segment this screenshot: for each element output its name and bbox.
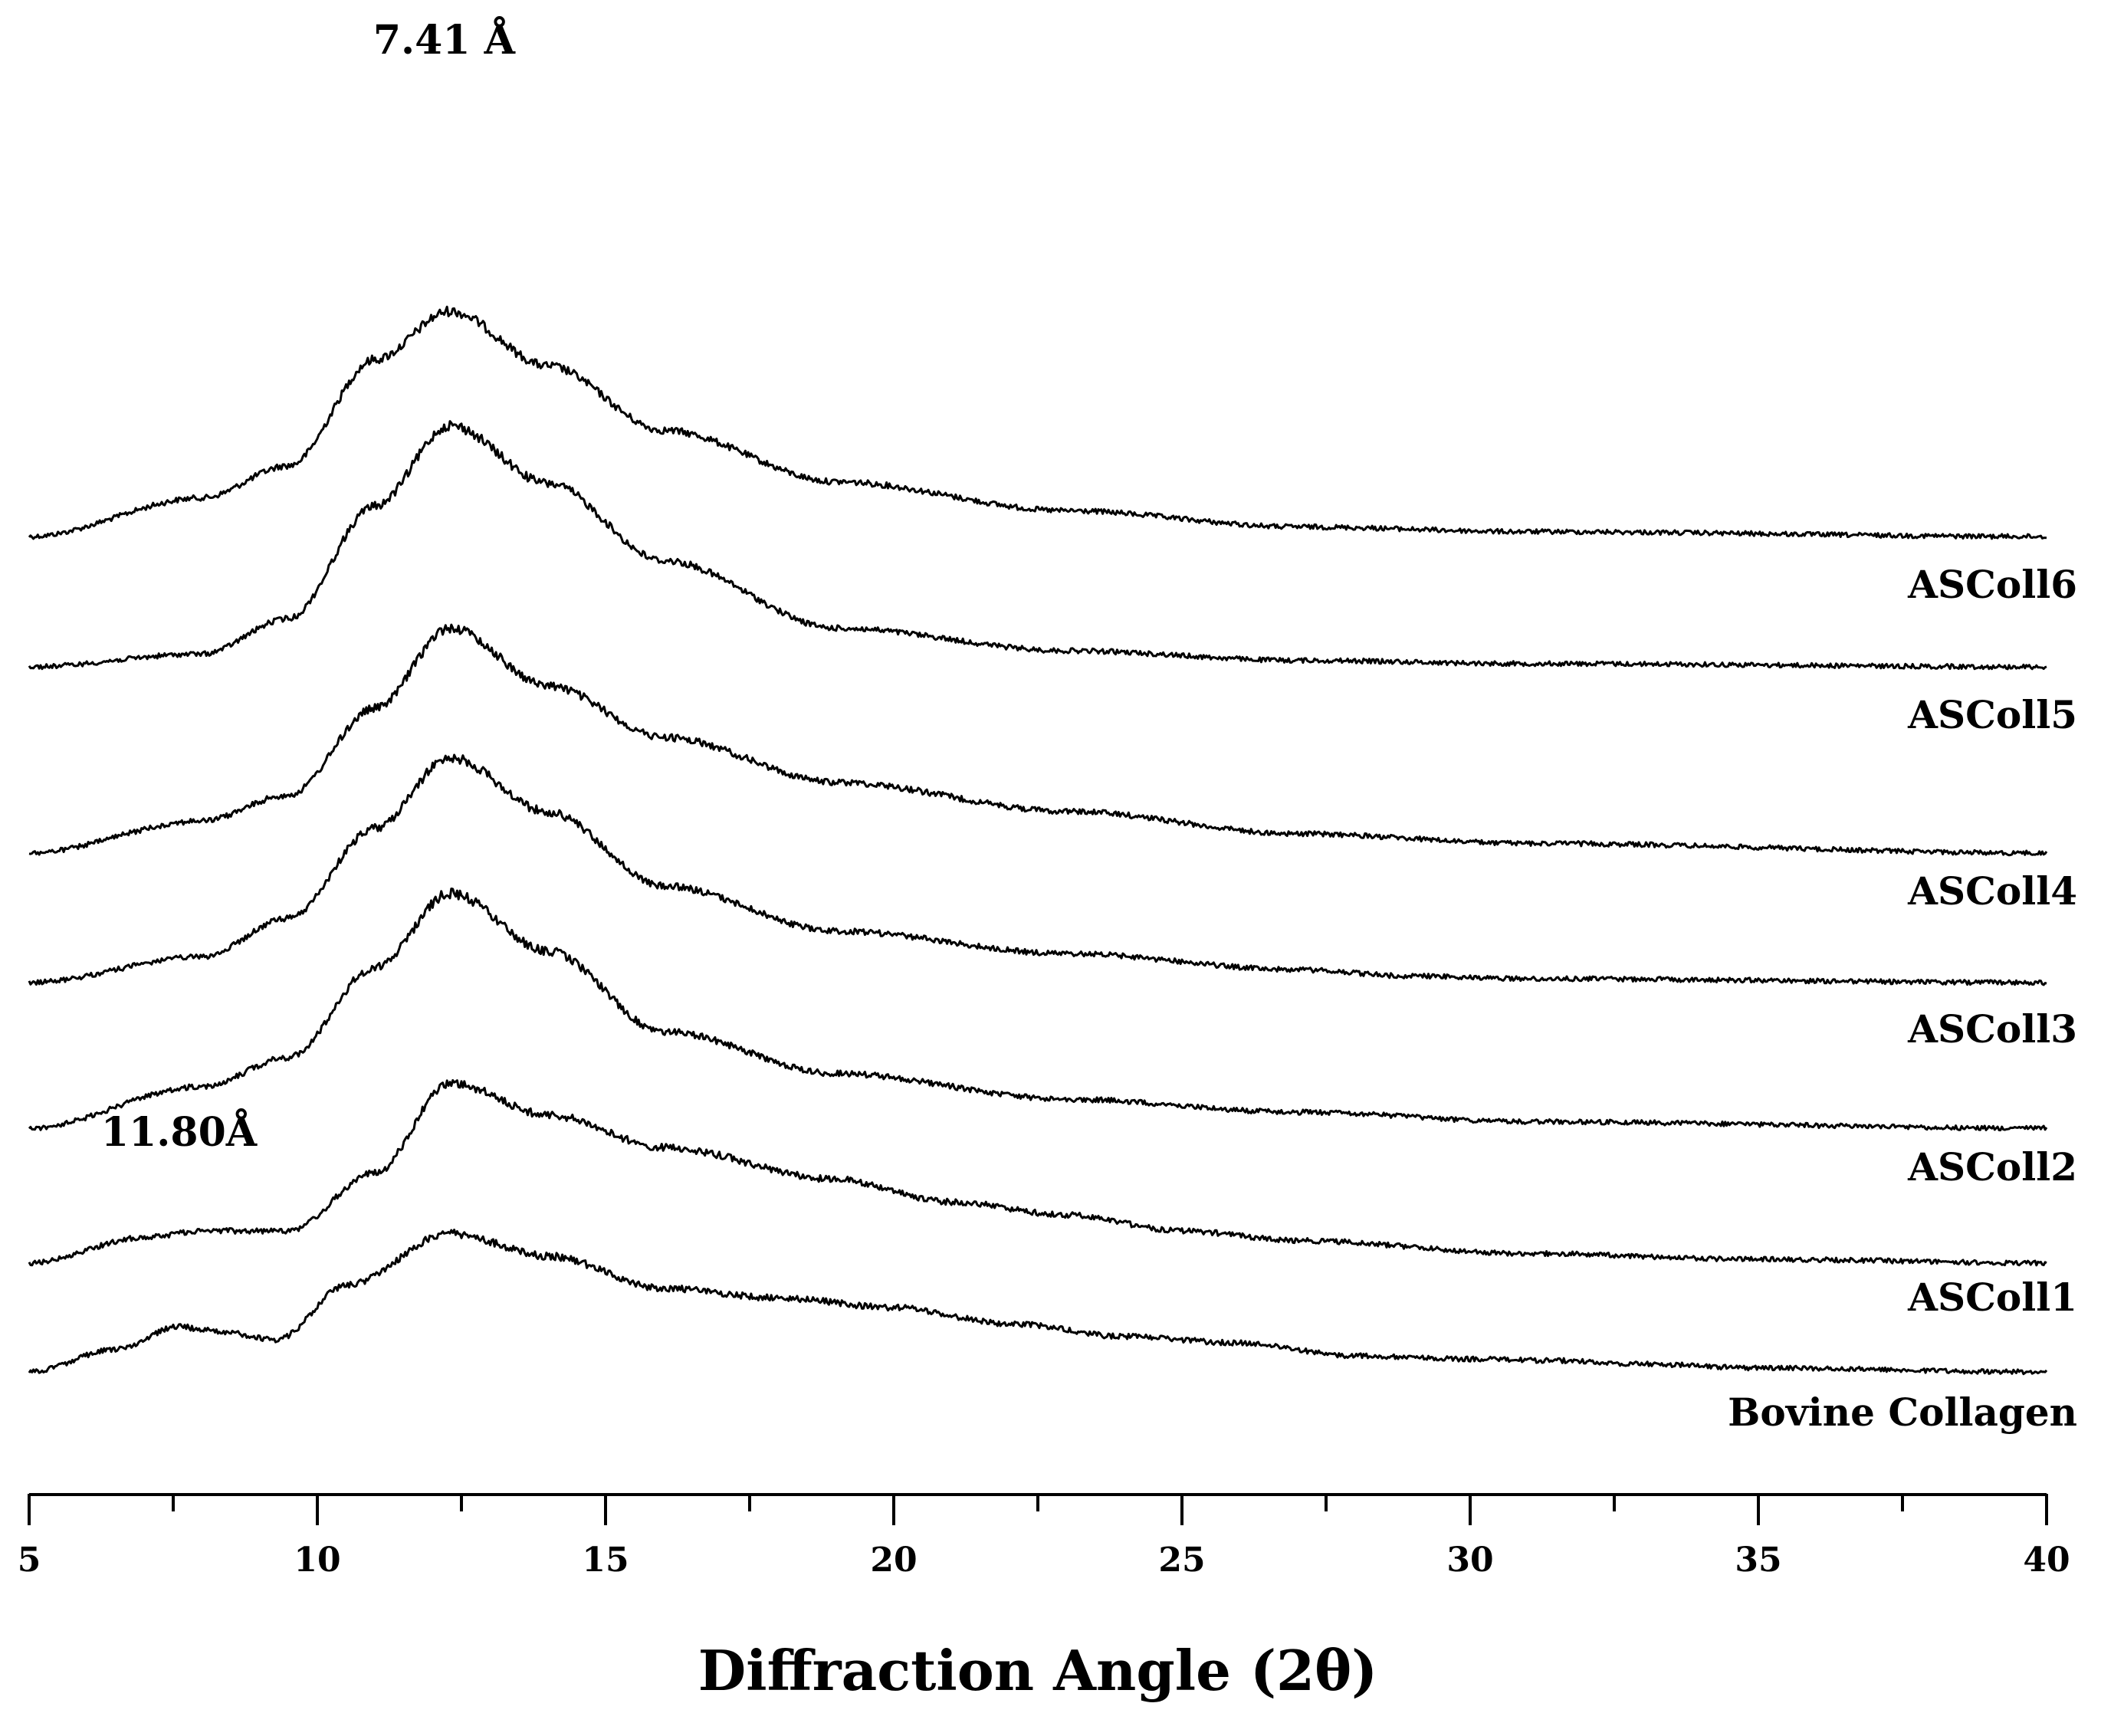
peak-annotation: 7.41 Å <box>373 16 516 64</box>
series-line-ascoll6 <box>28 305 2047 540</box>
x-axis-ticks: 5 10 15 20 25 30 35 40 <box>18 1494 2070 1580</box>
x-tick-label: 40 <box>2023 1541 2070 1580</box>
x-tick-label: 30 <box>1446 1541 1493 1580</box>
x-tick-label: 25 <box>1158 1541 1205 1580</box>
series-label: Bovine Collagen <box>1728 1390 2077 1435</box>
series-labels: ASColl6 ASColl5 ASColl4 ASColl3 ASColl2 ASCol… <box>1728 562 2077 1435</box>
x-tick-label: 10 <box>294 1541 340 1580</box>
annotations: 7.41 Å 11.80Å <box>101 16 516 1156</box>
series-line-ascoll5 <box>28 420 2047 671</box>
x-tick-label: 15 <box>582 1541 629 1580</box>
series-label: ASColl3 <box>1907 1006 2077 1052</box>
peak-annotation: 11.80Å <box>101 1108 258 1156</box>
series-line-ascoll3 <box>28 753 2047 986</box>
series-label: ASColl2 <box>1907 1144 2077 1190</box>
series-line-ascoll4 <box>28 623 2048 857</box>
series-label: ASColl5 <box>1907 692 2077 737</box>
series-label: ASColl4 <box>1907 868 2077 914</box>
series-line-ascoll1 <box>28 1079 2047 1267</box>
x-tick-label: 20 <box>870 1541 917 1580</box>
series-line-ascoll2 <box>28 888 2048 1132</box>
x-tick-label: 35 <box>1735 1541 1781 1580</box>
series-label: ASColl6 <box>1907 562 2077 607</box>
series-label: ASColl1 <box>1907 1275 2077 1320</box>
series-line-bovine-collagen <box>28 1229 2048 1376</box>
x-tick-label: 5 <box>18 1541 41 1580</box>
traces <box>28 305 2048 1376</box>
x-axis-label: Diffraction Angle (2θ) <box>698 1638 1377 1703</box>
